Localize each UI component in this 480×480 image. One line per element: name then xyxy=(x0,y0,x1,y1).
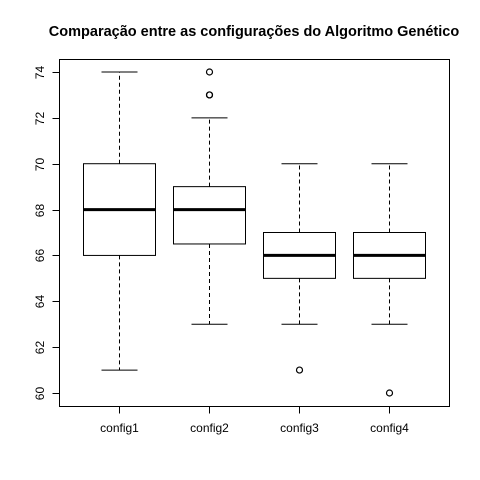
box-group-config4 xyxy=(354,164,426,396)
y-tick-label: 68 xyxy=(33,204,47,218)
y-tick-label: 66 xyxy=(33,249,47,263)
y-tick-label: 74 xyxy=(33,66,47,80)
box-group-config2 xyxy=(174,69,246,324)
outlier-point xyxy=(207,92,213,98)
outlier-point xyxy=(297,367,303,373)
outlier-point xyxy=(207,69,213,75)
x-axis: config1 config2 config3 config4 xyxy=(100,407,409,436)
x-tick-label: config2 xyxy=(190,421,229,435)
y-tick-label: 72 xyxy=(33,112,47,126)
boxes-layer xyxy=(84,69,426,396)
y-tick-label: 60 xyxy=(33,387,47,401)
y-tick-label: 62 xyxy=(33,341,47,355)
chart-title: Comparação entre as configurações do Alg… xyxy=(49,24,460,40)
y-tick-label: 64 xyxy=(33,295,47,309)
iqr-box xyxy=(174,187,246,244)
outlier-point xyxy=(387,390,393,396)
y-tick-label: 70 xyxy=(33,158,47,172)
x-tick-label: config3 xyxy=(280,421,319,435)
x-tick-label: config1 xyxy=(100,421,139,435)
box-group-config1 xyxy=(84,72,156,370)
box-group-config3 xyxy=(264,164,336,373)
y-axis: 60 62 64 66 68 70 72 74 xyxy=(33,66,60,401)
x-tick-label: config4 xyxy=(370,421,409,435)
